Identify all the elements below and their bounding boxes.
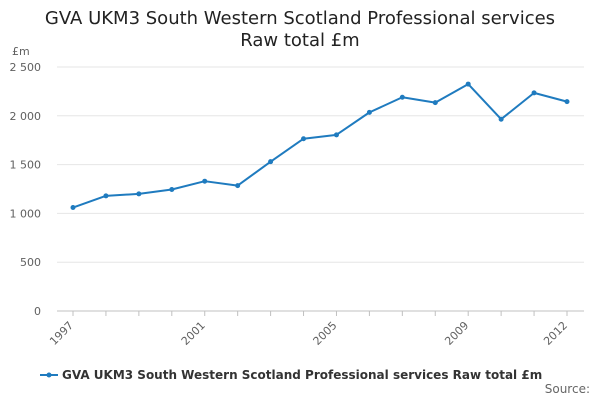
data-point[interactable] bbox=[169, 186, 175, 192]
y-tick-label: 2 500 bbox=[10, 61, 42, 74]
x-tick-label: 1997 bbox=[47, 319, 76, 348]
data-point[interactable] bbox=[333, 132, 339, 138]
x-tick-label: 2005 bbox=[311, 319, 340, 348]
legend[interactable]: GVA UKM3 South Western Scotland Professi… bbox=[40, 366, 542, 384]
y-tick-label: 1 500 bbox=[10, 159, 42, 172]
chart-title-line-1: GVA UKM3 South Western Scotland Professi… bbox=[44, 8, 556, 29]
source-label: Source: bbox=[544, 382, 590, 396]
y-tick-label: 2 000 bbox=[10, 110, 42, 123]
data-point[interactable] bbox=[301, 136, 307, 142]
data-point[interactable] bbox=[564, 99, 570, 105]
chart-title-line-2: Raw total £m bbox=[240, 30, 360, 51]
y-unit-label: £m bbox=[12, 45, 30, 58]
data-point[interactable] bbox=[531, 90, 537, 96]
legend-swatch bbox=[40, 372, 58, 378]
series-group bbox=[70, 81, 570, 211]
data-point[interactable] bbox=[432, 100, 438, 106]
data-point[interactable] bbox=[235, 183, 241, 189]
x-axis: 1997 2001 2005 2009 2012 bbox=[47, 311, 570, 348]
chart-title: GVA UKM3 South Western Scotland Professi… bbox=[0, 8, 600, 52]
x-tick-label: 2012 bbox=[541, 319, 570, 348]
y-axis: 0 500 1 000 1 500 2 000 2 500 bbox=[10, 61, 42, 318]
data-point[interactable] bbox=[103, 193, 109, 199]
legend-label: GVA UKM3 South Western Scotland Professi… bbox=[62, 368, 543, 382]
data-point[interactable] bbox=[268, 159, 274, 165]
y-tick-label: 1 000 bbox=[10, 207, 42, 220]
data-point[interactable] bbox=[366, 109, 372, 115]
grid-lines bbox=[57, 66, 584, 312]
data-point[interactable] bbox=[465, 81, 471, 87]
x-tick-label: 2009 bbox=[442, 319, 471, 348]
data-point[interactable] bbox=[202, 178, 208, 184]
series-line bbox=[72, 83, 568, 209]
data-point[interactable] bbox=[498, 116, 504, 122]
x-tick-label: 2001 bbox=[179, 319, 208, 348]
data-point[interactable] bbox=[70, 205, 76, 211]
y-tick-label: 0 bbox=[34, 305, 41, 318]
data-point[interactable] bbox=[136, 191, 142, 197]
data-point[interactable] bbox=[399, 94, 405, 100]
y-tick-label: 500 bbox=[20, 256, 41, 269]
